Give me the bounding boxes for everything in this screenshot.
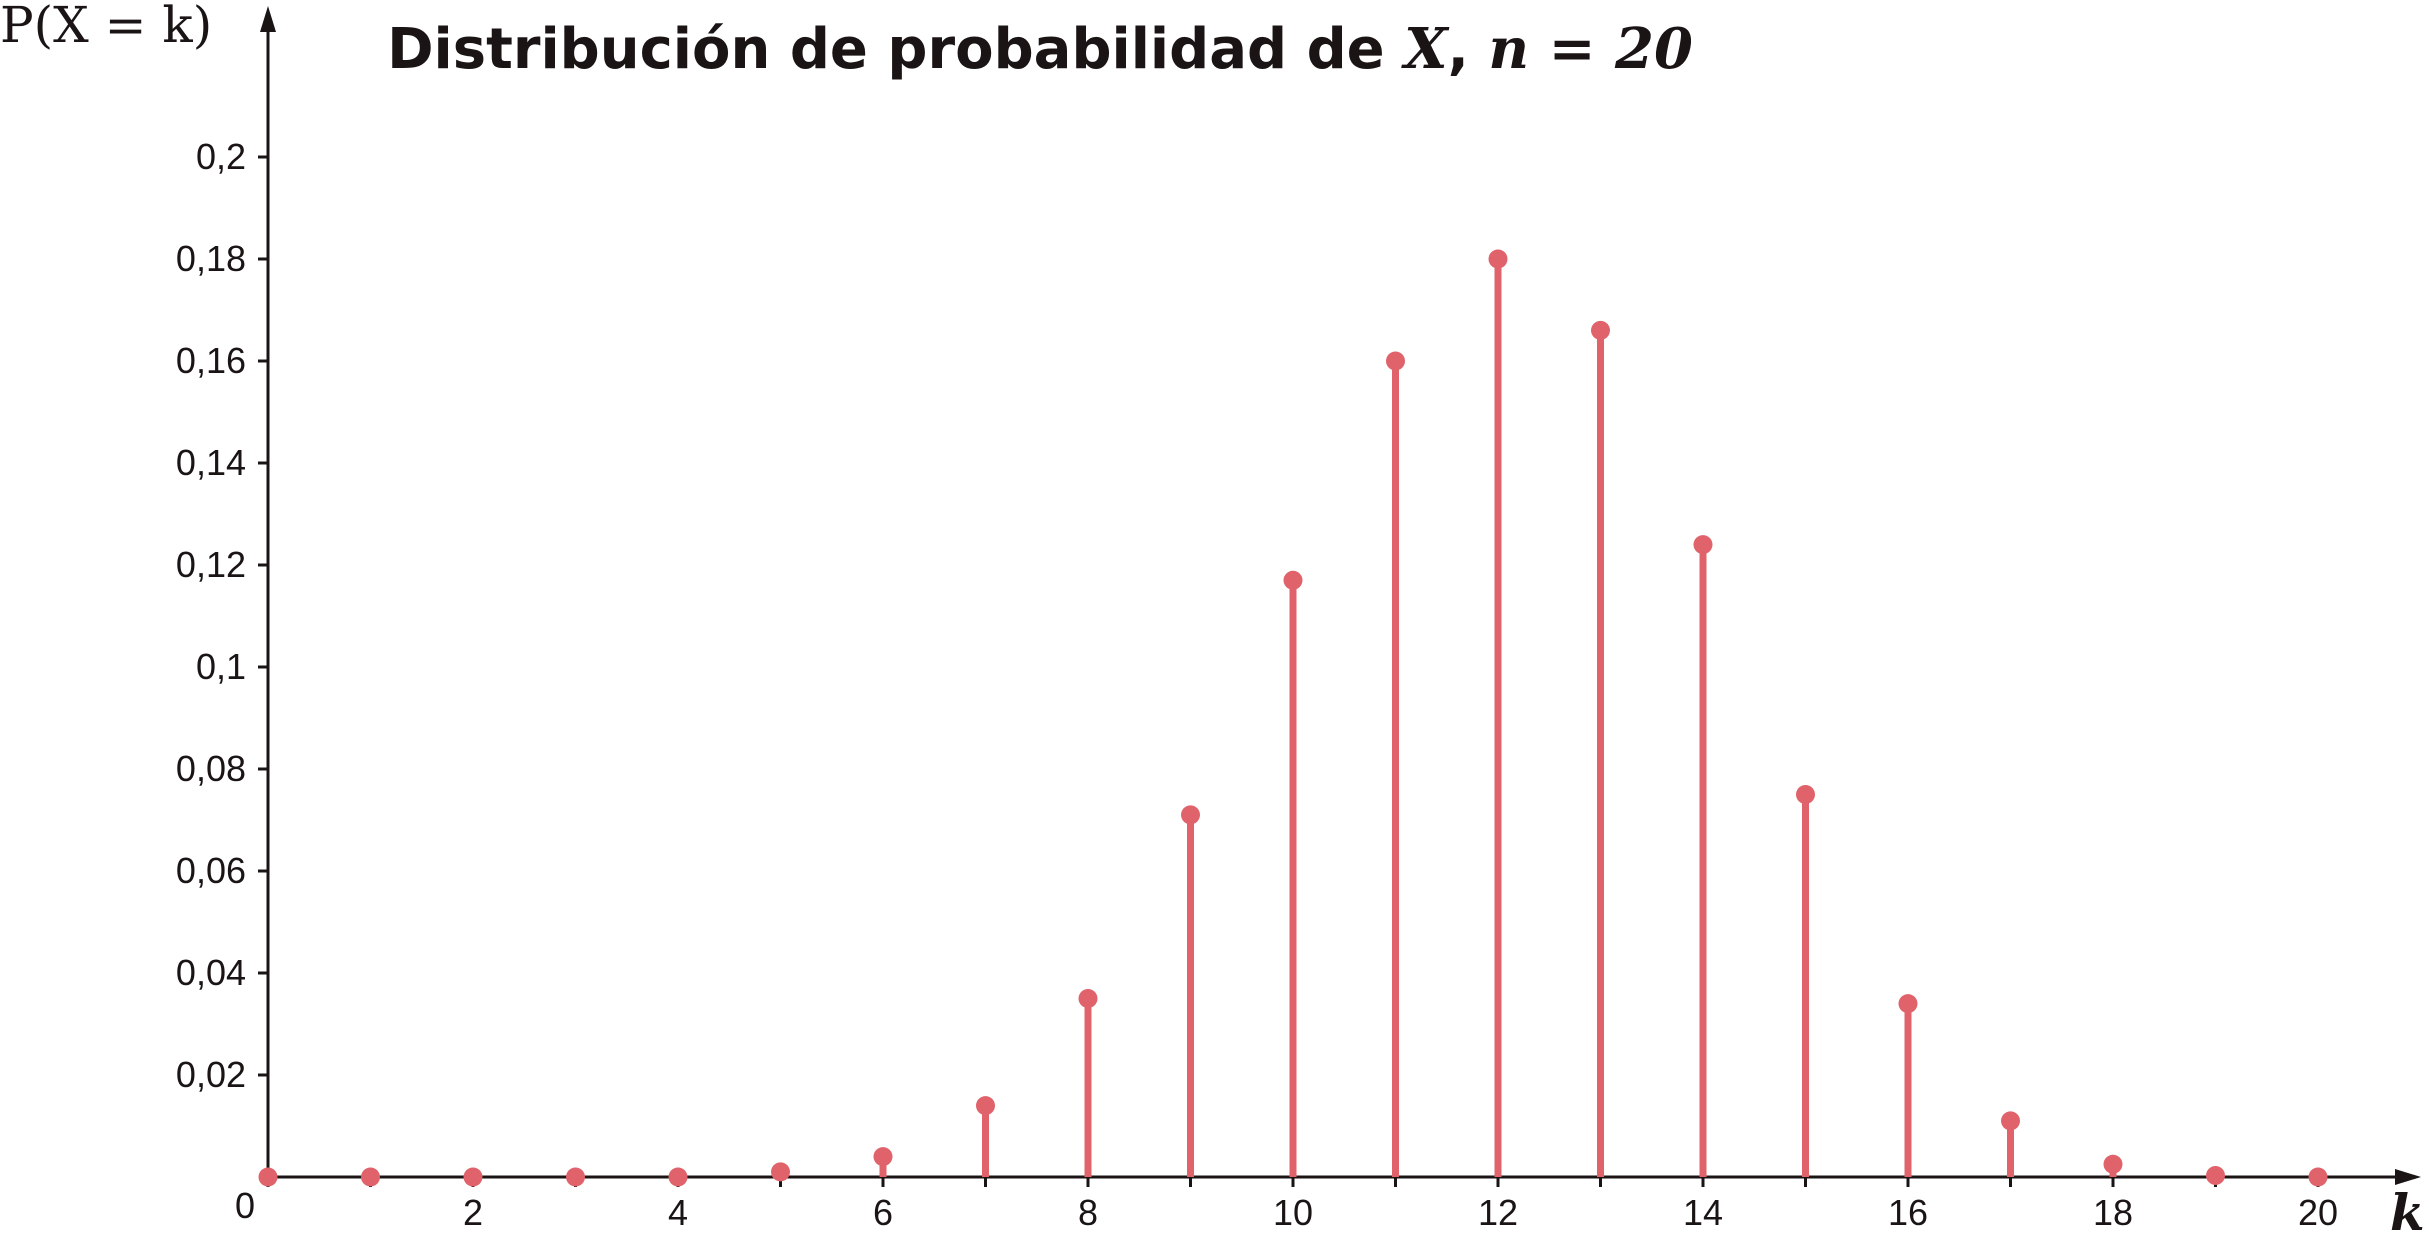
stem-marker — [1796, 785, 1815, 804]
stem-marker — [1898, 994, 1918, 1014]
y-tick-label: 0,04 — [176, 952, 246, 993]
x-tick-label: 6 — [873, 1192, 893, 1233]
stem-marker — [771, 1162, 790, 1182]
axes — [260, 6, 2421, 1185]
stem-marker — [1591, 320, 1610, 340]
y-axis-arrow — [260, 6, 276, 32]
chart-title-text: Distribución de probabilidad de — [387, 17, 1404, 82]
x-tick-label: 18 — [2093, 1192, 2133, 1233]
stem-marker — [668, 1167, 688, 1187]
stem-marker — [361, 1167, 380, 1187]
y-axis-ticks: 0,02 0,04 0,06 0,08 0,1 0,12 0,14 0,16 0,18 0,2 — [176, 136, 268, 1095]
chart-title-variable: X — [1401, 16, 1450, 82]
chart-title-n: n = 20 — [1488, 16, 1693, 82]
x-tick-label: 14 — [1683, 1192, 1723, 1233]
y-tick-label: 0,2 — [196, 136, 246, 177]
x-axis-ticks: 2 4 6 8 10 12 14 16 18 20 — [266, 1177, 2338, 1233]
stem-marker — [2001, 1111, 2020, 1131]
x-tick-label: 2 — [463, 1192, 483, 1233]
stem-marker — [2308, 1167, 2328, 1187]
stem-marker — [976, 1096, 995, 1116]
stem-marker — [2206, 1165, 2225, 1185]
x-tick-label: 4 — [668, 1192, 688, 1233]
chart-title: Distribución de probabilidad de X, n = 2… — [387, 16, 1693, 82]
x-axis-arrow — [2395, 1169, 2421, 1185]
chart-title-separator: , — [1448, 17, 1489, 82]
x-tick-label: 12 — [1478, 1192, 1518, 1233]
x-axis-label: k — [2390, 1183, 2425, 1237]
x-tick-label: 10 — [1273, 1192, 1313, 1233]
stem-marker — [873, 1147, 893, 1167]
stem-marker — [463, 1167, 483, 1187]
y-tick-label: 0,1 — [196, 646, 246, 687]
stem-marker — [566, 1167, 585, 1187]
x-tick-label: 16 — [1888, 1192, 1928, 1233]
stem-marker — [1693, 535, 1713, 555]
x-tick-label: 8 — [1078, 1192, 1098, 1233]
stem-marker — [2103, 1154, 2123, 1174]
y-tick-label: 0,12 — [176, 544, 246, 585]
stem-marker — [258, 1167, 278, 1187]
y-tick-label: 0,06 — [176, 850, 246, 891]
y-axis-label: P(X = k) — [0, 0, 212, 54]
y-tick-label: 0,16 — [176, 340, 246, 381]
stem-marker — [1386, 351, 1405, 371]
y-tick-label: 0,02 — [176, 1054, 246, 1095]
data-stems — [258, 249, 2328, 1187]
x-tick-label: 20 — [2298, 1192, 2338, 1233]
stem-marker — [1283, 570, 1303, 590]
y-tick-label: 0,08 — [176, 748, 246, 789]
stem-marker — [1181, 805, 1200, 825]
origin-label: 0 — [235, 1185, 255, 1226]
y-tick-label: 0,14 — [176, 442, 246, 483]
y-tick-label: 0,18 — [176, 238, 246, 279]
stem-marker — [1488, 249, 1508, 269]
stem-marker — [1078, 989, 1098, 1008]
